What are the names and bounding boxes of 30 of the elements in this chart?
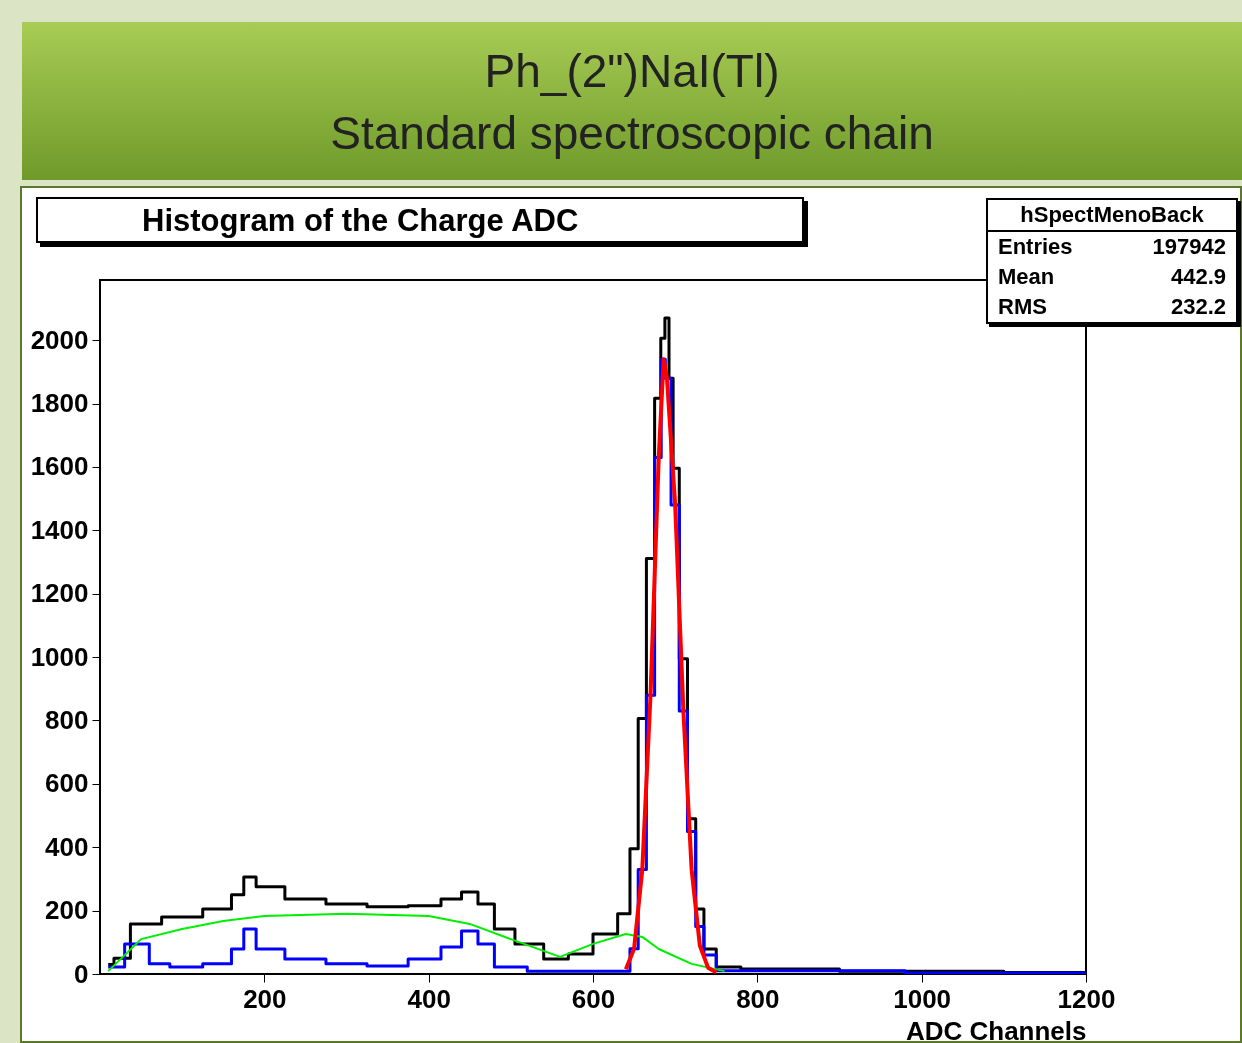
y-tick-label: 1800 xyxy=(30,388,89,419)
y-tick-label: 1400 xyxy=(30,514,89,545)
x-tick-label: 400 xyxy=(407,983,451,1014)
y-tick-label: 1200 xyxy=(30,578,89,609)
annotation: RMS xyxy=(998,294,1047,320)
y-tick-label: 2000 xyxy=(30,324,89,355)
x-tick-label: 600 xyxy=(571,983,616,1014)
text: Entries xyxy=(998,234,1073,260)
x-axis-title: ADC Channels xyxy=(905,1015,1087,1043)
text: 197942 xyxy=(1152,234,1226,260)
text: Ph_(2")NaI(Tl) xyxy=(483,44,781,99)
y-tick-label: 600 xyxy=(45,768,89,799)
x-tick-label: 1200 xyxy=(1057,983,1116,1014)
line-series xyxy=(107,912,726,973)
text: hSpectMenoBack xyxy=(988,200,1236,232)
x-tick-label: 800 xyxy=(736,983,780,1014)
text: 232.2 xyxy=(1170,294,1226,320)
line-series xyxy=(623,357,719,974)
y-tick-label: 200 xyxy=(45,895,89,926)
text: 442.9 xyxy=(1170,264,1226,290)
y-tick-label: 1000 xyxy=(30,641,89,672)
x-tick-label: 200 xyxy=(243,983,287,1014)
x-tick-label: 1000 xyxy=(893,983,952,1014)
text: Standard spectroscopic chain xyxy=(329,106,935,161)
y-tick-label: 800 xyxy=(45,704,89,735)
annotation: Mean xyxy=(998,264,1055,290)
y-tick-label: 0 xyxy=(74,958,89,989)
y-tick-label: 1600 xyxy=(30,451,89,482)
y-tick-label: 400 xyxy=(45,831,89,862)
chart-title: Histogram of the Charge ADC xyxy=(36,197,804,243)
